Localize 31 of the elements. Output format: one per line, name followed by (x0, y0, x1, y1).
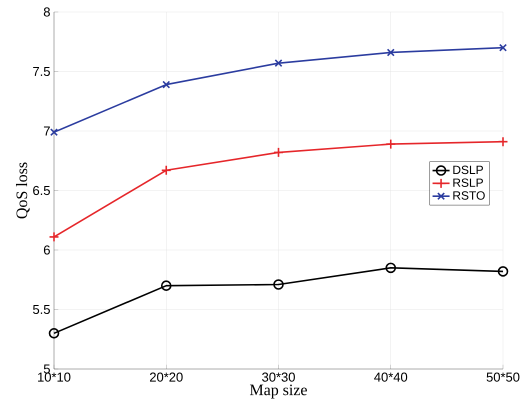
y-tick-label: 7 (44, 126, 50, 136)
point (274, 59, 282, 68)
point (499, 44, 507, 52)
y-tick-label: 5.5 (32, 304, 50, 314)
y-tick-label: 7.5 (33, 66, 50, 76)
point (160, 280, 172, 291)
point (273, 147, 284, 158)
point (498, 266, 508, 277)
y-axis-title: QoS loss (16, 162, 30, 218)
legend-label: RSTO (453, 191, 485, 200)
point (48, 328, 60, 339)
point (50, 128, 58, 136)
point (498, 136, 508, 147)
x-tick-label: 50*50 (486, 372, 520, 382)
point (386, 48, 395, 56)
x-tick-label: 40*40 (374, 372, 408, 382)
legend-label: RSLP (453, 178, 483, 187)
x-axis-title: Map size (250, 384, 307, 398)
point (48, 232, 60, 242)
point (273, 279, 284, 290)
point (160, 164, 172, 176)
point (385, 138, 396, 150)
x-tick-label: 20*20 (150, 372, 183, 382)
y-tick-label: 6.5 (33, 186, 50, 196)
point (162, 80, 170, 89)
x-tick-label: 30*30 (262, 372, 295, 382)
y-tick-label: 6 (44, 245, 50, 255)
point (385, 262, 396, 274)
x-tick-label: 10*10 (38, 372, 70, 382)
legend-label: DSLP (453, 166, 483, 174)
y-tick-label: 8 (44, 7, 50, 17)
